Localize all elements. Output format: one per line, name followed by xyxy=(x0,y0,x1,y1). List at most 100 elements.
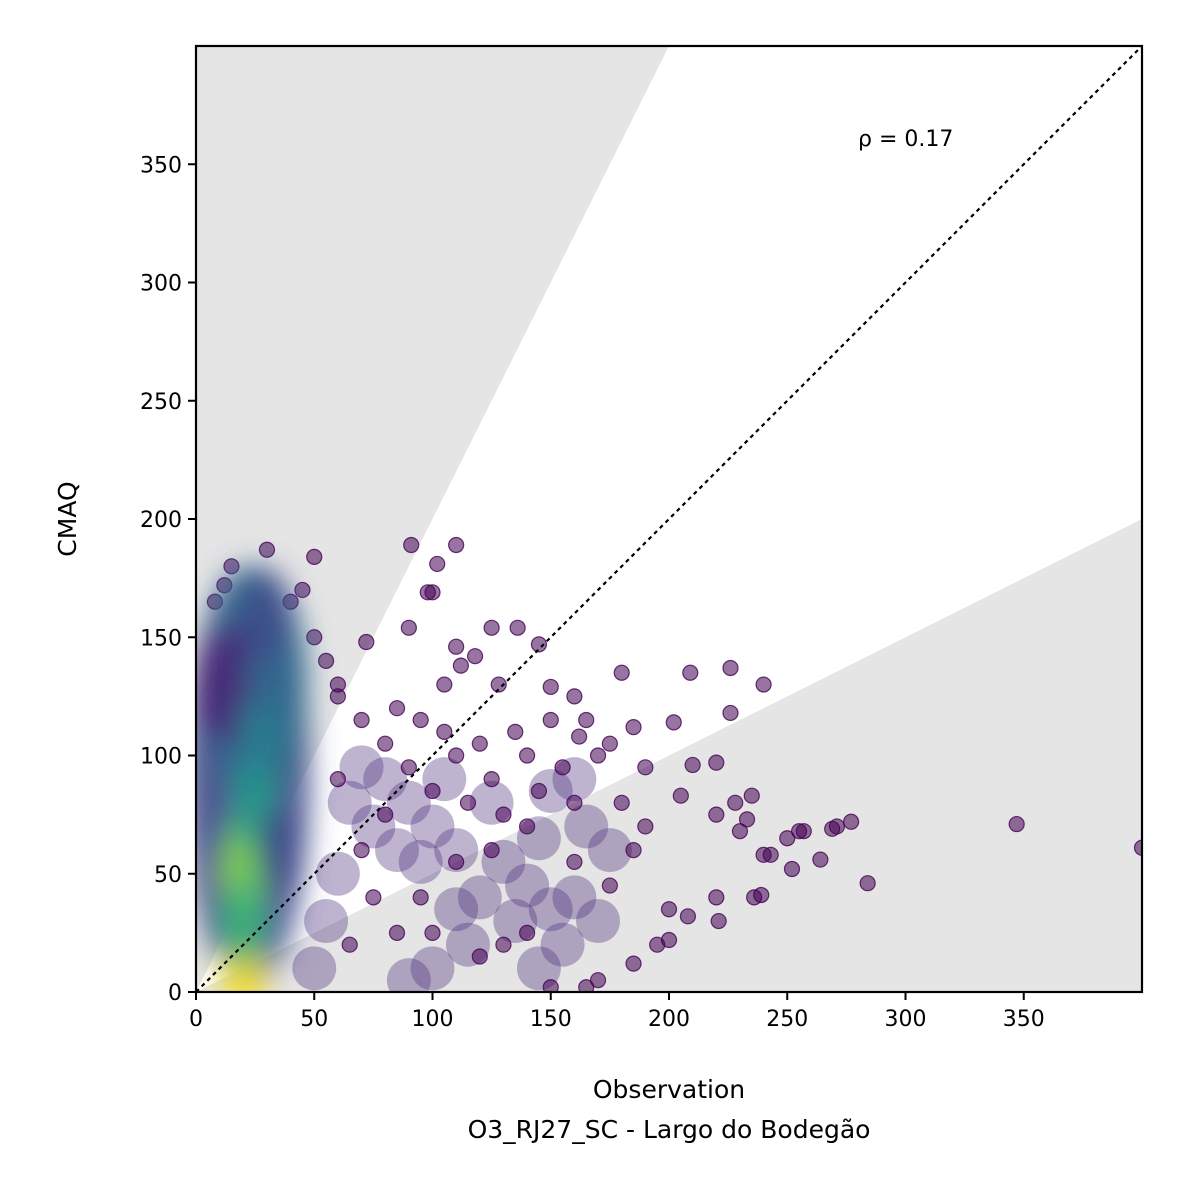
scatter-point xyxy=(542,678,559,696)
y-tick-label: 50 xyxy=(154,863,182,888)
scatter-point xyxy=(540,922,585,967)
scatter-point xyxy=(448,536,465,554)
scatter-point xyxy=(722,704,739,722)
scatter-point xyxy=(783,860,801,878)
scatter-point xyxy=(722,659,739,677)
scatter-point xyxy=(530,782,548,800)
scatter-point xyxy=(459,794,477,811)
x-axis-ticks: 0 50 100 150 200 250 300 350 xyxy=(189,992,1045,1032)
scatter-point xyxy=(495,936,512,953)
scatter-point xyxy=(448,853,465,871)
scatter-point xyxy=(576,899,621,944)
scatter-point xyxy=(710,912,727,930)
scatter-point xyxy=(363,757,408,802)
x-tick-label: 0 xyxy=(189,1007,203,1032)
scatter-point xyxy=(388,924,406,941)
scatter-point xyxy=(483,771,500,788)
y-tick-label: 350 xyxy=(140,153,182,178)
scatter-point xyxy=(589,972,607,989)
scatter-point xyxy=(779,830,796,847)
scatter-point xyxy=(812,851,829,868)
scatter-point xyxy=(727,794,744,811)
x-tick-label: 150 xyxy=(530,1007,572,1032)
scatter-point xyxy=(436,676,453,693)
scatter-point xyxy=(466,648,484,665)
correlation-annotation: ρ = 0.17 xyxy=(858,127,953,152)
scatter-point xyxy=(315,851,360,896)
x-axis-label: Observation xyxy=(593,1075,745,1104)
scatter-point xyxy=(317,652,335,670)
scatter-point xyxy=(542,711,559,729)
scatter-point xyxy=(843,813,860,830)
scatter-point xyxy=(589,747,607,764)
scatter-point xyxy=(660,931,678,949)
scatter-point xyxy=(571,728,588,745)
scatter-point xyxy=(554,759,571,776)
scatter-point xyxy=(672,787,689,804)
scatter-point xyxy=(542,979,559,992)
scatter-point xyxy=(762,846,779,863)
scatter-point xyxy=(552,875,597,920)
scatter-point xyxy=(306,548,323,565)
scatter-point xyxy=(859,875,876,892)
y-axis-label: CMAQ xyxy=(53,481,82,556)
scatter-point xyxy=(471,948,488,965)
scatter-point xyxy=(665,714,682,731)
scatter-point xyxy=(708,889,725,906)
scatter-point xyxy=(434,828,479,873)
scatter-point xyxy=(637,818,654,835)
chart-subtitle: O3_RJ27_SC - Largo do Bodegão xyxy=(468,1115,871,1144)
scatter-point xyxy=(329,771,346,788)
scatter-point xyxy=(530,636,548,653)
scatter-point xyxy=(708,806,725,823)
scatter-points xyxy=(206,536,1142,992)
scatter-point xyxy=(410,804,455,849)
y-tick-label: 150 xyxy=(140,626,182,651)
x-tick-label: 300 xyxy=(885,1007,927,1032)
scatter-point xyxy=(353,711,370,729)
scatter-point xyxy=(613,794,630,811)
scatter-point xyxy=(327,780,372,825)
density-core xyxy=(196,566,310,992)
scatter-point xyxy=(587,828,632,873)
scatter-point xyxy=(495,806,512,823)
scatter-point xyxy=(682,664,699,681)
scatter-point xyxy=(471,735,488,752)
scatter-point xyxy=(528,887,573,932)
scatter-point xyxy=(1008,815,1025,833)
scatter-point xyxy=(625,719,642,736)
scatter-point xyxy=(578,979,595,992)
scatter-point xyxy=(578,711,595,729)
scatter-point xyxy=(452,657,469,674)
scatter-point xyxy=(684,756,701,774)
scatter-point xyxy=(708,754,725,771)
x-tick-label: 50 xyxy=(300,1007,328,1032)
scatter-point xyxy=(566,853,583,871)
scatter-point xyxy=(429,555,446,573)
scatter-point xyxy=(292,946,337,991)
scatter-point xyxy=(490,676,507,693)
scatter-point xyxy=(339,745,384,790)
scatter-point xyxy=(341,936,358,953)
scatter-point xyxy=(424,782,441,800)
shaded-region-2 xyxy=(196,519,1142,992)
scatter-point xyxy=(528,768,573,813)
scatter-point xyxy=(613,664,630,681)
density-blob xyxy=(221,877,266,966)
scatter-point xyxy=(304,899,349,944)
scatter-point xyxy=(375,828,420,873)
scatter-point xyxy=(828,818,846,835)
scatter-point xyxy=(386,958,431,992)
scatter-point xyxy=(625,841,642,859)
y-tick-label: 200 xyxy=(140,508,182,533)
scatter-point xyxy=(412,889,429,906)
y-tick-label: 250 xyxy=(140,390,182,415)
y-tick-label: 300 xyxy=(140,272,182,297)
y-tick-label: 100 xyxy=(140,745,182,770)
y-axis-ticks: 0 50 100 150 200 250 300 350 xyxy=(140,153,196,1006)
scatter-point xyxy=(483,619,500,636)
scatter-point xyxy=(400,619,417,636)
x-tick-label: 200 xyxy=(648,1007,690,1032)
scatter-point xyxy=(507,723,524,740)
